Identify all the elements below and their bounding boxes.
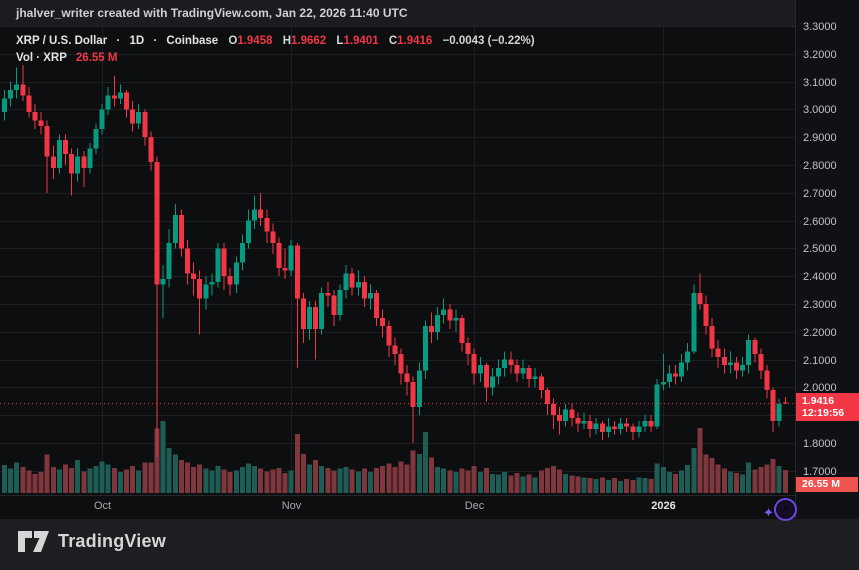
price-axis-label: 1.8000: [803, 438, 837, 450]
price-axis[interactable]: 1.9416 12:19:56 26.55 M 3.3000 3.2000 3.10…: [795, 0, 859, 519]
volume-layer: [2, 420, 788, 493]
tradingview-logo-text: TradingView: [58, 531, 166, 551]
price-axis-label: 2.8000: [803, 160, 837, 172]
change-value: −0.0043 (−0.22%): [442, 35, 535, 47]
time-axis-label: Oct: [93, 500, 112, 512]
candles-layer: [2, 64, 788, 457]
tradingview-logo-icon: [18, 531, 49, 552]
price-axis-label: 2.6000: [803, 215, 837, 228]
price-axis-label: 2.2000: [803, 326, 837, 339]
price-axis-label: 2.5000: [803, 243, 837, 256]
legend-row-symbol: XRP / U.S. Dollar · 1D · Coinbase O1.945…: [16, 35, 535, 47]
legend-row-volume: Vol · XRP 26.55 M: [16, 50, 535, 67]
volume-value: 26.55 M: [75, 52, 118, 64]
attribution-text: jhalver_writer created with TradingView.…: [16, 6, 408, 20]
price-axis-label: 1.7000: [803, 465, 837, 478]
current-price-badge: 1.9416 12:19:56: [796, 392, 859, 421]
symbol-title: XRP / U.S. Dollar: [16, 35, 108, 47]
price-axis-label: 2.7000: [803, 187, 837, 200]
chart-marker[interactable]: ✦ ⚡: [763, 497, 797, 525]
lightning-badge-icon[interactable]: ⚡: [774, 498, 797, 521]
low-value: 1.9401: [343, 35, 379, 47]
open-value: 1.9458: [237, 35, 273, 47]
symbol-legend: XRP / U.S. Dollar · 1D · Coinbase O1.945…: [16, 33, 535, 67]
exchange-label: Coinbase: [166, 35, 219, 47]
price-axis-label: 2.1000: [803, 354, 837, 367]
price-axis-label: 3.2000: [803, 48, 837, 61]
price-axis-label: 3.3000: [803, 21, 837, 33]
time-axis-label: Dec: [464, 500, 485, 512]
interval-label: 1D: [129, 35, 145, 47]
volume-title: Vol · XRP: [16, 52, 67, 64]
time-axis[interactable]: Oct Nov Dec 2026: [0, 495, 795, 519]
sparkle-icon[interactable]: ✦: [763, 505, 774, 520]
price-axis-label: 3.1000: [803, 76, 837, 89]
tradingview-logo[interactable]: TradingView: [18, 531, 166, 552]
volume-badge: 26.55 M: [796, 477, 858, 492]
price-axis-label: 2.9000: [803, 132, 837, 145]
attribution-bar: jhalver_writer created with TradingView.…: [0, 0, 795, 27]
current-price-value: 1.9416: [802, 394, 835, 407]
footer-bar: TradingView: [0, 519, 859, 570]
price-axis-label: 2.0000: [803, 382, 837, 395]
candlestick-chart[interactable]: [0, 27, 795, 495]
price-axis-label: 2.4000: [803, 271, 837, 284]
price-axis-label: 2.3000: [803, 299, 837, 311]
price-axis-label: 3.0000: [803, 104, 837, 117]
close-value: 1.9416: [397, 35, 433, 47]
chart-area[interactable]: XRP / U.S. Dollar · 1D · Coinbase O1.945…: [0, 27, 797, 521]
time-axis-label: 2026: [651, 500, 676, 512]
time-axis-label: Nov: [281, 500, 302, 512]
bar-countdown: 12:19:56: [802, 406, 845, 419]
high-value: 1.9662: [291, 35, 327, 47]
